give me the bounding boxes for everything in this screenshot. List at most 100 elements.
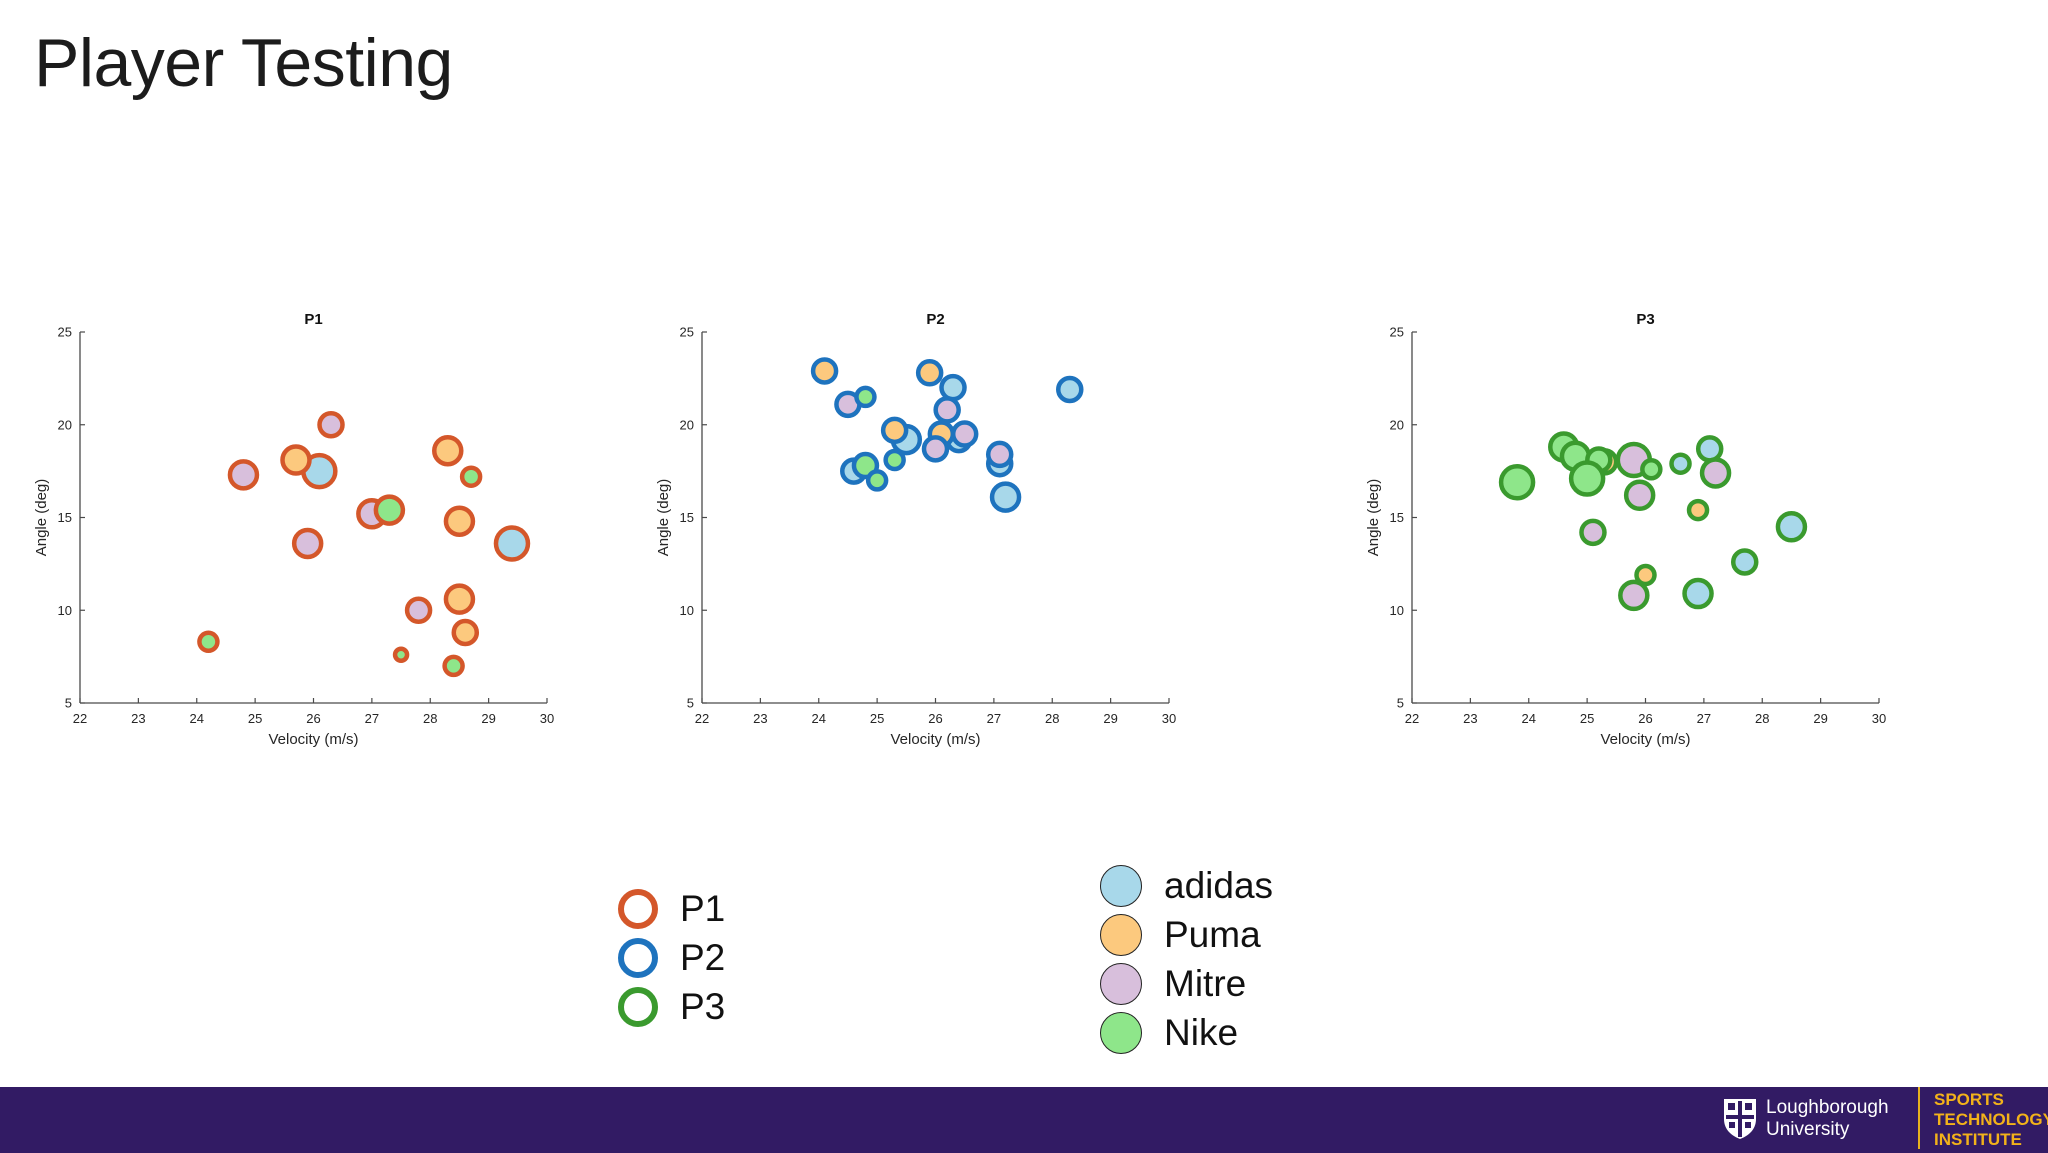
data-point-adidas	[493, 525, 531, 562]
data-point-nike	[442, 654, 465, 678]
university-crest-icon	[1724, 1099, 1756, 1139]
institute-line-2: TECHNOLOGY	[1934, 1110, 2048, 1129]
y-tick-label: 5	[1397, 696, 1404, 711]
data-point-puma	[915, 359, 944, 387]
data-point-mitre	[921, 435, 950, 463]
institute-line-1: SPORTS	[1934, 1090, 2004, 1109]
brand-swatch-icon	[1100, 865, 1142, 907]
x-tick-label: 27	[365, 711, 379, 726]
brand-swatch-icon	[1100, 1012, 1142, 1054]
y-tick-label: 5	[65, 696, 72, 711]
data-point-mitre	[950, 420, 979, 448]
data-point-mitre	[404, 596, 433, 624]
x-tick-label: 30	[540, 711, 554, 726]
chart-svg: P2 22 23 24 25 26 27 28 29 30 5 10 15 20 25 Velocity (m…	[655, 311, 1176, 748]
brand-swatch-icon	[1100, 963, 1142, 1005]
legend-item-p2: P2	[618, 937, 725, 979]
x-tick-label: 23	[753, 711, 767, 726]
y-tick-label: 15	[58, 510, 72, 525]
y-tick-label: 20	[1390, 417, 1404, 432]
x-tick-label: 27	[987, 711, 1001, 726]
data-point-puma	[451, 618, 480, 647]
legend-item-adidas: adidas	[1100, 865, 1273, 907]
x-tick-label: 30	[1162, 711, 1176, 726]
data-point-puma	[1686, 498, 1710, 522]
data-point-adidas	[1730, 548, 1759, 576]
university-line-2: University	[1766, 1119, 1850, 1140]
data-point-adidas	[1775, 511, 1808, 543]
x-tick-label: 29	[1813, 711, 1827, 726]
x-tick-label: 24	[190, 711, 204, 726]
data-point-mitre	[1579, 518, 1607, 547]
legend-label: P3	[680, 986, 726, 1027]
chart-svg: P1 22 23 24 25 26 27 28 29 30 5 10 15 20 25 Velocity (m…	[33, 311, 554, 748]
data-point-nike	[865, 469, 889, 492]
institute-name: SPORTS TECHNOLOGY INSTITUTE	[1934, 1090, 2048, 1150]
data-point-mitre	[1699, 457, 1732, 489]
x-tick-label: 29	[481, 711, 495, 726]
data-point-mitre	[317, 411, 345, 439]
page-title: Player Testing	[34, 25, 453, 101]
panel-title: P2	[926, 311, 944, 328]
legend-label: P1	[680, 888, 726, 929]
data-point-nike	[1640, 458, 1663, 481]
x-axis-label: Velocity (m/s)	[890, 731, 980, 748]
x-tick-label: 23	[131, 711, 145, 726]
data-point-mitre	[933, 396, 961, 424]
data-point-puma	[443, 505, 476, 537]
y-tick-label: 25	[1390, 325, 1404, 340]
data-point-nike	[883, 448, 906, 472]
legend-item-puma: Puma	[1100, 914, 1261, 956]
data-point-adidas	[939, 373, 967, 402]
data-point-puma	[432, 434, 464, 467]
y-tick-label: 10	[1390, 603, 1404, 618]
y-tick-label: 10	[680, 603, 694, 618]
x-axis-label: Velocity (m/s)	[268, 731, 358, 748]
y-axis-label: Angle (deg)	[655, 479, 672, 557]
y-tick-label: 10	[58, 603, 72, 618]
y-tick-label: 15	[680, 510, 694, 525]
y-axis-label: Angle (deg)	[33, 479, 50, 557]
x-tick-label: 22	[1405, 711, 1419, 726]
x-tick-label: 26	[1638, 711, 1652, 726]
university-line-1: Loughborough	[1766, 1097, 1889, 1118]
x-tick-label: 25	[1580, 711, 1594, 726]
legend-label: P2	[680, 937, 726, 978]
x-tick-label: 22	[73, 711, 87, 726]
y-tick-label: 25	[58, 325, 72, 340]
scatter-chart-p2: P2 22 23 24 25 26 27 28 29 30 5 10 15 20 25 Velocity (m…	[652, 300, 1212, 770]
university-name: Loughborough University	[1766, 1097, 1889, 1141]
data-point-mitre	[1618, 579, 1650, 612]
player-ring-icon	[618, 987, 658, 1027]
x-tick-label: 26	[306, 711, 320, 726]
footer-bar: Loughborough University SPORTS TECHNOLOG…	[0, 1087, 2048, 1153]
data-point-nike	[1568, 460, 1606, 497]
data-point-nike	[373, 494, 406, 526]
x-tick-label: 26	[928, 711, 942, 726]
x-tick-label: 25	[248, 711, 262, 726]
data-point-nike	[459, 465, 483, 488]
x-tick-label: 29	[1103, 711, 1117, 726]
y-axis-label: Angle (deg)	[1365, 479, 1382, 557]
x-tick-label: 23	[1463, 711, 1477, 726]
data-point-mitre	[985, 440, 1014, 469]
x-tick-label: 25	[870, 711, 884, 726]
legend-item-nike: Nike	[1100, 1012, 1238, 1054]
footer-divider	[1918, 1087, 1920, 1149]
legend-label: Nike	[1164, 1012, 1239, 1053]
x-axis-label: Velocity (m/s)	[1600, 731, 1690, 748]
data-point-nike	[392, 646, 410, 664]
data-point-puma	[280, 444, 312, 476]
data-point-puma	[880, 416, 909, 445]
data-point-adidas	[1695, 435, 1724, 463]
x-tick-label: 28	[1045, 711, 1059, 726]
brand-swatch-icon	[1100, 914, 1142, 956]
data-point-puma	[1634, 563, 1657, 587]
data-point-puma	[810, 357, 839, 385]
data-point-puma	[443, 583, 476, 615]
scatter-chart-p3: P3 22 23 24 25 26 27 28 29 30 5 10 15 20 25 Velocity (m…	[1362, 300, 1922, 770]
panel-title: P3	[1636, 311, 1654, 328]
data-point-nike	[854, 385, 877, 409]
x-tick-label: 30	[1872, 711, 1886, 726]
legend-label: Puma	[1164, 914, 1261, 955]
